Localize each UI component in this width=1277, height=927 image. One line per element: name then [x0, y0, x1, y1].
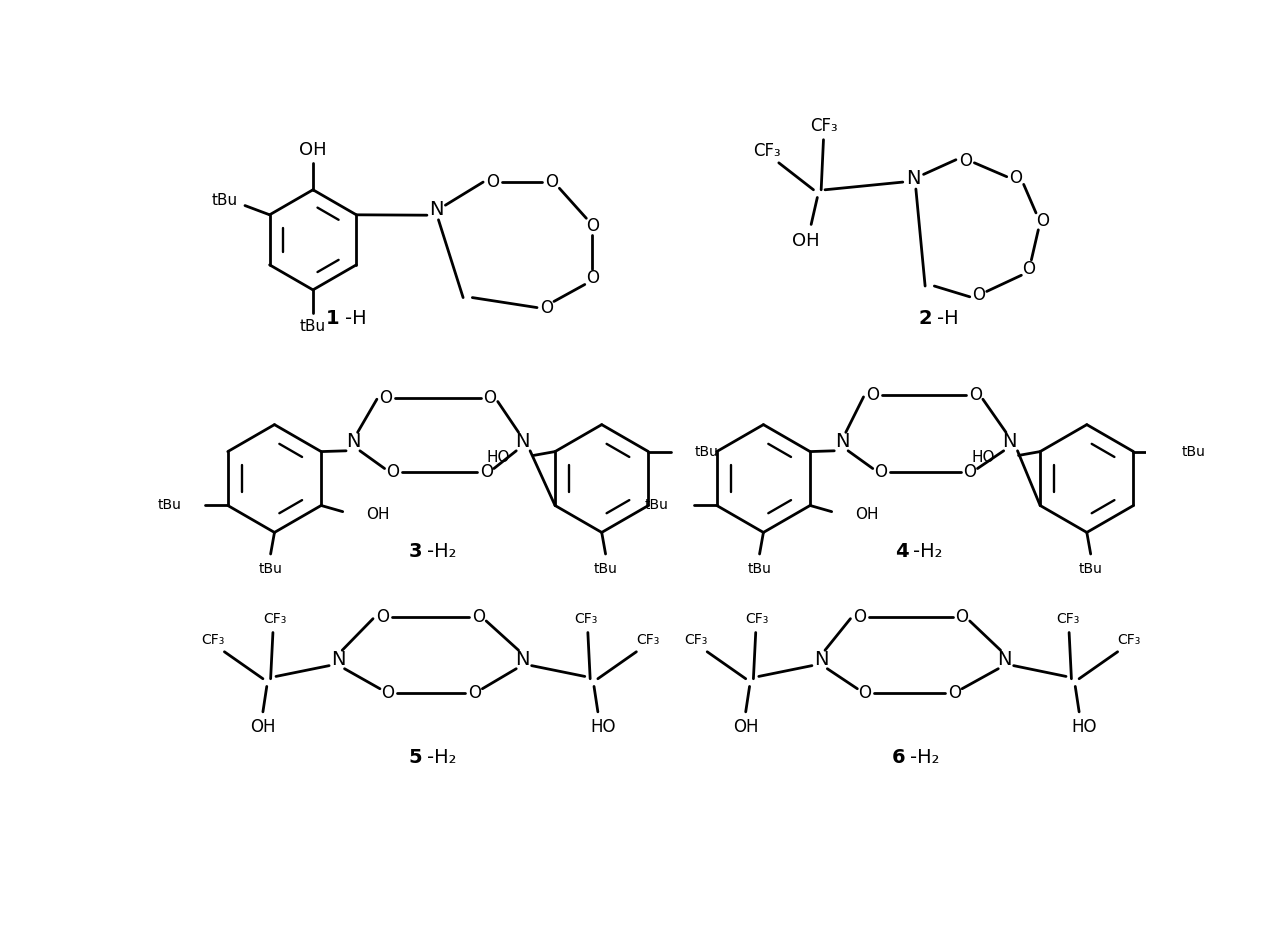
- Text: 5: 5: [409, 748, 423, 767]
- Text: -H₂: -H₂: [909, 748, 939, 767]
- Text: 3: 3: [409, 542, 423, 561]
- Text: O: O: [959, 152, 972, 171]
- Text: -H₂: -H₂: [427, 542, 456, 561]
- Text: HO: HO: [972, 451, 996, 465]
- Text: N: N: [515, 432, 530, 451]
- Text: CF₃: CF₃: [1117, 633, 1140, 647]
- Text: O: O: [586, 270, 599, 287]
- Text: CF₃: CF₃: [636, 633, 660, 647]
- Text: CF₃: CF₃: [684, 633, 707, 647]
- Text: N: N: [813, 650, 829, 669]
- Text: 2: 2: [918, 309, 932, 328]
- Text: 6: 6: [891, 748, 905, 767]
- Text: O: O: [469, 683, 481, 702]
- Text: O: O: [1010, 170, 1023, 187]
- Text: O: O: [948, 683, 960, 702]
- Text: tBu: tBu: [747, 563, 771, 577]
- Text: N: N: [331, 650, 346, 669]
- Text: O: O: [480, 464, 493, 481]
- Text: O: O: [955, 608, 968, 626]
- Text: tBu: tBu: [300, 319, 326, 335]
- Text: HO: HO: [590, 718, 616, 736]
- Text: tBu: tBu: [1079, 563, 1102, 577]
- Text: tBu: tBu: [695, 445, 719, 459]
- Text: OH: OH: [365, 507, 389, 522]
- Text: CF₃: CF₃: [1056, 613, 1079, 627]
- Text: -H: -H: [345, 309, 366, 328]
- Text: O: O: [472, 608, 485, 626]
- Text: N: N: [1002, 432, 1016, 451]
- Text: O: O: [969, 387, 982, 404]
- Text: tBu: tBu: [645, 499, 669, 513]
- Text: HO: HO: [487, 451, 511, 465]
- Text: OH: OH: [854, 507, 879, 522]
- Text: N: N: [429, 199, 443, 219]
- Text: tBu: tBu: [1181, 445, 1205, 459]
- Text: O: O: [375, 608, 388, 626]
- Text: tBu: tBu: [212, 194, 238, 209]
- Text: CF₃: CF₃: [810, 117, 838, 134]
- Text: N: N: [835, 432, 849, 451]
- Text: OH: OH: [250, 718, 276, 736]
- Text: O: O: [858, 683, 872, 702]
- Text: -H₂: -H₂: [427, 748, 456, 767]
- Text: CF₃: CF₃: [753, 142, 782, 160]
- Text: N: N: [346, 432, 361, 451]
- Text: CF₃: CF₃: [575, 613, 598, 627]
- Text: O: O: [586, 217, 599, 235]
- Text: N: N: [907, 169, 921, 188]
- Text: OH: OH: [733, 718, 759, 736]
- Text: 1: 1: [326, 309, 338, 328]
- Text: O: O: [866, 387, 880, 404]
- Text: CF₃: CF₃: [263, 613, 286, 627]
- Text: O: O: [873, 464, 888, 481]
- Text: O: O: [973, 286, 986, 304]
- Text: CF₃: CF₃: [202, 633, 225, 647]
- Text: O: O: [381, 683, 395, 702]
- Text: O: O: [545, 173, 558, 191]
- Text: O: O: [386, 464, 398, 481]
- Text: O: O: [540, 298, 553, 317]
- Text: CF₃: CF₃: [746, 613, 769, 627]
- Text: -H: -H: [937, 309, 959, 328]
- Text: O: O: [1036, 211, 1048, 230]
- Text: HO: HO: [1071, 718, 1097, 736]
- Text: O: O: [379, 388, 392, 407]
- Text: OH: OH: [792, 233, 820, 250]
- Text: O: O: [485, 173, 499, 191]
- Text: 4: 4: [895, 542, 909, 561]
- Text: O: O: [963, 464, 977, 481]
- Text: tBu: tBu: [158, 499, 181, 513]
- Text: tBu: tBu: [594, 563, 618, 577]
- Text: tBu: tBu: [259, 563, 282, 577]
- Text: -H₂: -H₂: [913, 542, 942, 561]
- Text: N: N: [997, 650, 1011, 669]
- Text: N: N: [515, 650, 530, 669]
- Text: OH: OH: [299, 141, 327, 159]
- Text: O: O: [1023, 260, 1036, 278]
- Text: O: O: [484, 388, 497, 407]
- Text: O: O: [853, 608, 866, 626]
